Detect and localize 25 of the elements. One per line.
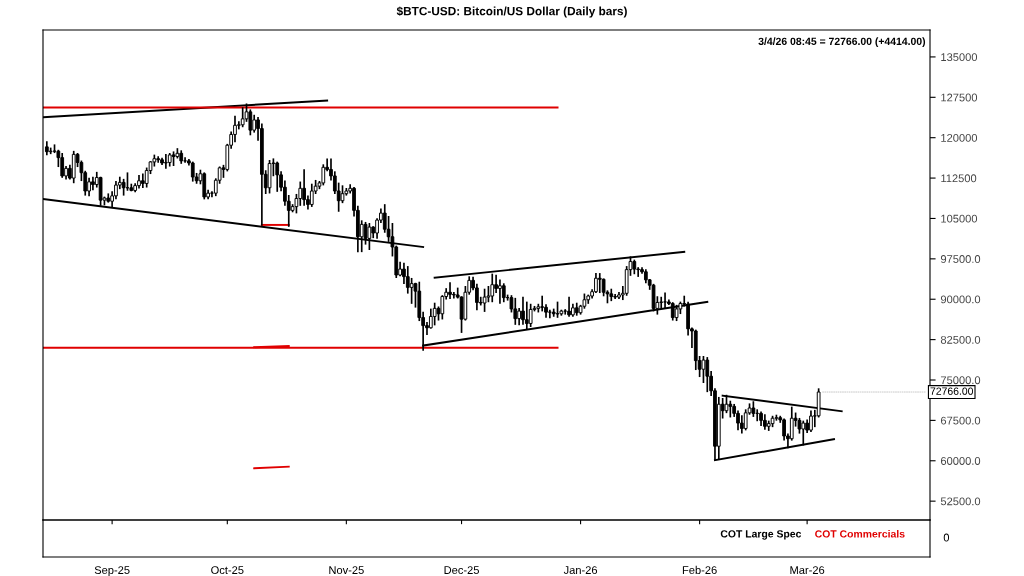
y-tick-label: 127500 (941, 93, 978, 102)
x-tick-label: Oct-25 (211, 566, 244, 574)
text: 0 (943, 533, 950, 542)
text: COT Large Spec (720, 530, 802, 540)
y-tick-label: 82500.0 (940, 335, 981, 344)
y-tick-label: 97500.0 (940, 255, 981, 263)
annotation: 72766.00 (930, 387, 974, 395)
x-tick-label: Nov-25 (329, 566, 364, 574)
x-tick-label: Jan-26 (563, 566, 598, 574)
y-tick-label: 90000.0 (940, 295, 981, 304)
annotation: 3/4/26 08:45 = 72766.00 (+4414.00) (758, 37, 926, 48)
y-tick-label: 52500.0 (940, 497, 981, 506)
x-tick-label: Feb-26 (682, 565, 717, 574)
y-tick-label: 135000 (941, 53, 978, 62)
x-tick-label: Dec-25 (444, 566, 479, 574)
x-tick-label: Sep-25 (94, 566, 130, 576)
x-tick-label: Mar-26 (790, 566, 825, 574)
y-tick-label: 112500 (941, 174, 977, 183)
y-tick-label: 105000 (941, 214, 978, 223)
y-tick-label: 120000 (941, 133, 978, 142)
y-tick-label: 60000.0 (940, 457, 981, 465)
chart-title: $BTC-USD: Bitcoin/US Dollar (Daily bars) (396, 6, 627, 18)
y-tick-label: 75000.0 (940, 376, 981, 385)
y-tick-label: 67500.0 (940, 416, 981, 425)
text: COT Commercials (815, 529, 905, 538)
